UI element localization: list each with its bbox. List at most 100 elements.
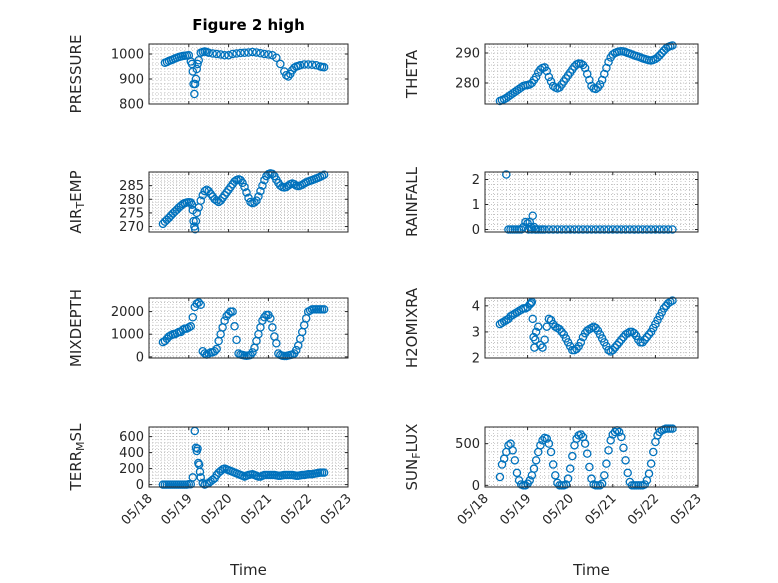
- subplot-pressure: 800 900 1000 PRESSURE Figure 2 high: [67, 16, 349, 113]
- data-point: [542, 434, 552, 443]
- data-point: [621, 225, 630, 234]
- data-point: [194, 298, 203, 307]
- data-point: [610, 343, 620, 352]
- data-point: [268, 323, 277, 332]
- data-point: [576, 430, 586, 439]
- data-point: [250, 198, 259, 207]
- data-point: [188, 312, 198, 322]
- data-point: [525, 80, 534, 89]
- data-point: [510, 456, 520, 465]
- data-point: [290, 180, 299, 189]
- subplot-theta: 280 290 THETA: [403, 41, 699, 106]
- data-point: [230, 322, 239, 331]
- data-point: [668, 296, 677, 305]
- y-tick-label: 280: [119, 193, 144, 208]
- data-point: [244, 193, 253, 203]
- data-point: [204, 48, 213, 58]
- data-point: [196, 473, 205, 482]
- data-point: [600, 225, 609, 234]
- data-point: [252, 196, 261, 205]
- subplot-h2omixra: 2 3 4 H2OMIXRA: [403, 287, 699, 368]
- data-point: [640, 480, 650, 489]
- x-axis-label: Time: [572, 561, 610, 579]
- data-point: [514, 476, 524, 485]
- y-tick-label: 1000: [111, 48, 144, 63]
- y-tick-label: 0: [472, 223, 480, 238]
- data-point: [526, 298, 536, 308]
- data-point: [646, 459, 656, 468]
- data-point: [591, 84, 601, 94]
- data-point: [629, 328, 639, 338]
- data-point: [276, 59, 285, 69]
- data-point: [591, 323, 601, 333]
- data-series-theta: [495, 41, 677, 106]
- y-tick-label: 3: [472, 325, 480, 340]
- y-tick-label: 2000: [111, 305, 144, 320]
- data-point: [196, 196, 205, 205]
- axes-frame: [148, 426, 349, 488]
- y-tick-label: 285: [119, 179, 144, 194]
- data-point: [186, 322, 196, 331]
- data-point: [600, 471, 609, 480]
- y-axis-label-air_temp: AIRTEMP: [67, 170, 87, 233]
- y-axis-label-rainfall: RAINFALL: [403, 166, 421, 237]
- data-point: [640, 335, 650, 344]
- data-point: [284, 72, 293, 81]
- data-point: [561, 225, 571, 234]
- data-point: [190, 79, 200, 89]
- y-tick-label: 600: [119, 430, 144, 445]
- data-point: [608, 225, 618, 234]
- data-point: [258, 181, 267, 190]
- data-point: [602, 459, 611, 468]
- data-point: [634, 225, 643, 234]
- data-point: [546, 77, 556, 86]
- data-point: [582, 225, 592, 234]
- data-point: [198, 190, 207, 200]
- data-point: [244, 48, 253, 57]
- data-point: [548, 460, 558, 469]
- data-point: [668, 225, 677, 234]
- data-point: [311, 61, 321, 70]
- data-point: [195, 467, 205, 477]
- data-point: [272, 53, 281, 63]
- data-point: [629, 225, 639, 234]
- data-point: [529, 464, 539, 473]
- data-point: [580, 439, 590, 448]
- y-tick-label: 290: [455, 47, 480, 62]
- subplot-rainfall: 0 1 2 RAINFALL: [403, 166, 699, 238]
- y-tick-label: 0: [472, 479, 480, 494]
- data-point: [252, 48, 261, 57]
- data-point: [595, 225, 605, 234]
- data-point: [192, 64, 202, 74]
- data-point: [212, 49, 221, 59]
- data-point: [502, 170, 511, 179]
- data-point: [521, 481, 530, 490]
- data-point: [319, 305, 329, 314]
- data-point: [663, 225, 673, 234]
- data-point: [655, 225, 664, 234]
- data-point: [638, 225, 647, 234]
- data-point: [623, 468, 632, 478]
- data-point: [644, 469, 654, 478]
- data-point: [512, 468, 522, 478]
- data-point: [582, 449, 592, 458]
- data-point: [565, 464, 575, 473]
- data-point: [208, 49, 217, 58]
- data-point: [193, 59, 202, 69]
- data-point: [568, 451, 577, 461]
- data-point: [591, 225, 601, 234]
- data-point: [191, 74, 201, 84]
- data-point: [668, 41, 677, 50]
- data-point: [540, 335, 549, 344]
- axes-frame: [484, 171, 699, 233]
- data-point: [612, 340, 622, 350]
- data-point: [551, 471, 560, 480]
- data-point: [266, 314, 275, 323]
- y-tick-label: 2: [472, 173, 480, 188]
- data-point: [264, 50, 273, 59]
- data-point: [495, 472, 505, 482]
- data-point: [508, 446, 517, 455]
- data-point: [212, 344, 221, 354]
- data-point: [276, 181, 285, 190]
